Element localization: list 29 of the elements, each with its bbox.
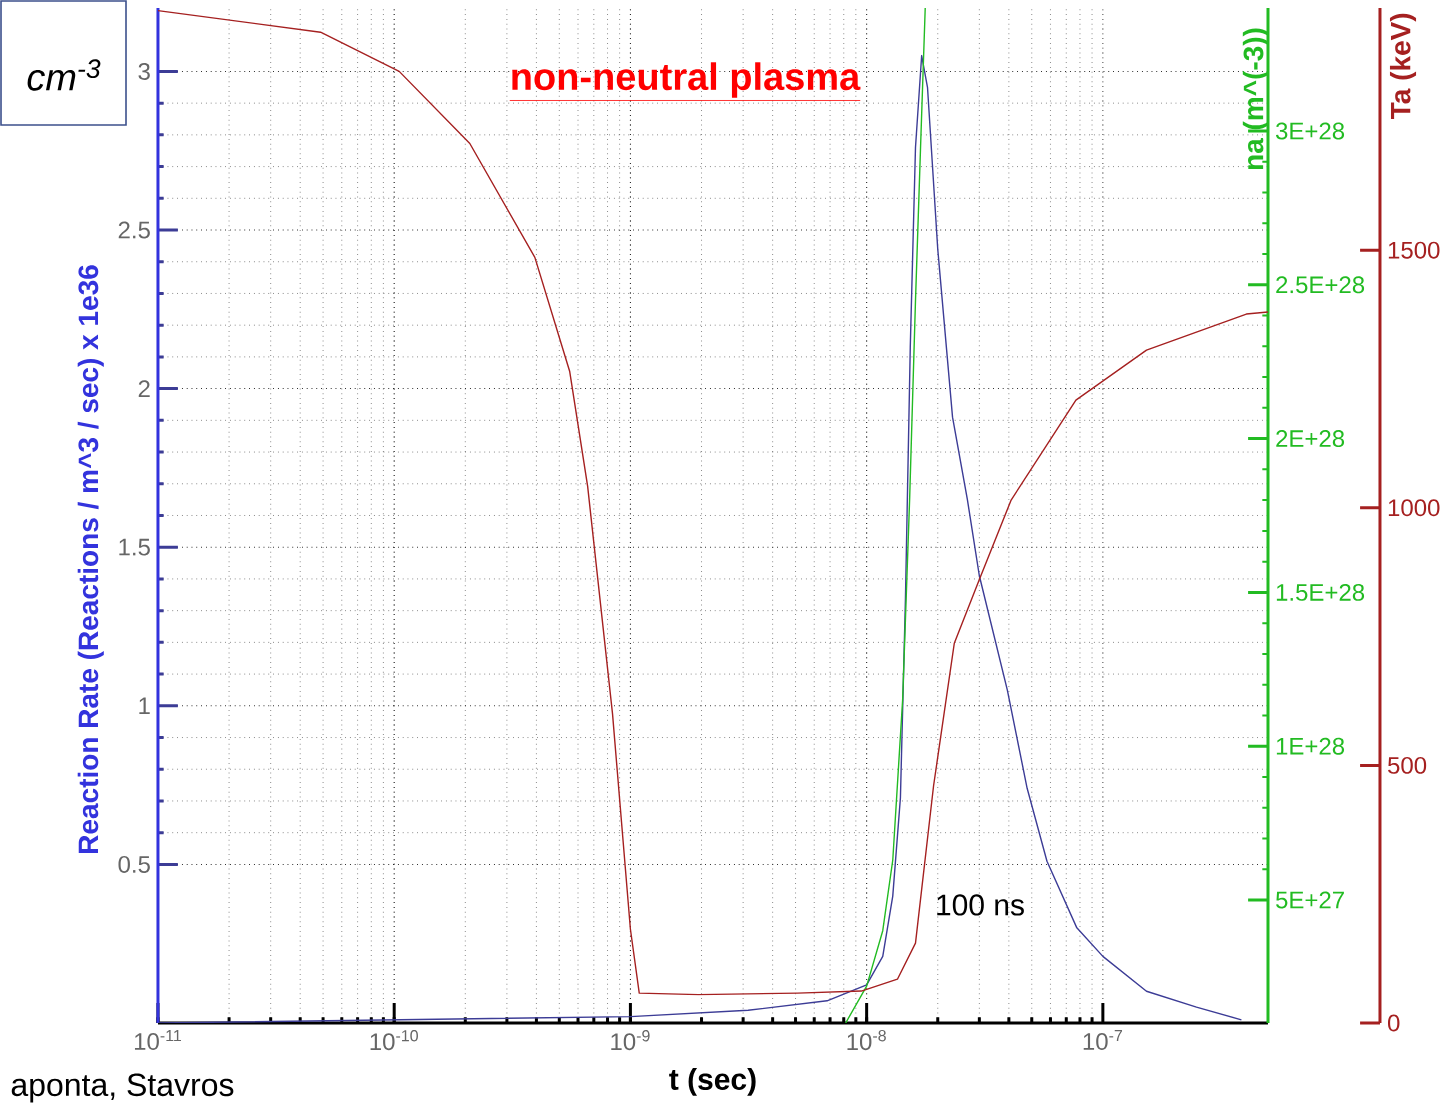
y2-tick-label: 1E+28 (1276, 737, 1345, 755)
x-tick-label: 10$^{-10}$ (370, 1030, 418, 1051)
text: cm$^{-3}$ (27, 59, 101, 91)
x-tick-label: 10$^{-9}$ (611, 1030, 650, 1051)
y2-tick-label: 5E+27 (1276, 891, 1344, 909)
y2-tick-label: 2.5E+28 (1276, 276, 1365, 294)
x-tick-label: 10$^{-11}$ (134, 1030, 182, 1050)
text: aponta, Stavros (11, 1073, 234, 1103)
annotation: 100 ns (937, 894, 1024, 916)
y3-tick-label: 0 (1387, 1014, 1400, 1032)
y2-tick-label: 2E+28 (1276, 430, 1345, 448)
y3-tick-label: 500 (1388, 756, 1427, 774)
x-axis-title: t (sec) (669, 1067, 756, 1096)
y2-tick-label: 3E+28 (1275, 122, 1345, 140)
y2-axis-title: na (m^(-3)) (1242, 28, 1269, 170)
y3-tick-label: 1500 (1388, 241, 1440, 259)
y-tick-label: 0.5 (118, 855, 150, 873)
annotation: non-neutral plasma (512, 62, 861, 98)
y-tick-label: 1.5 (119, 538, 150, 556)
y3-axis-title: Ta (keV) (1389, 13, 1417, 119)
y-tick-label: 3 (138, 62, 150, 80)
y2-tick-label: 1.5E+28 (1276, 583, 1365, 601)
y-tick-label: 1 (139, 697, 150, 715)
y3-tick-label: 1000 (1388, 499, 1440, 517)
x-tick-label: 10$^{-8}$ (847, 1030, 886, 1051)
y-tick-label: 2.5 (118, 221, 150, 239)
y-axis-title: Reaction Rate (Reactions / m^3 / sec) x 1e36 (77, 265, 104, 853)
x-tick-label: 10$^{-7}$ (1083, 1030, 1123, 1050)
y-tick-label: 2 (138, 380, 150, 397)
